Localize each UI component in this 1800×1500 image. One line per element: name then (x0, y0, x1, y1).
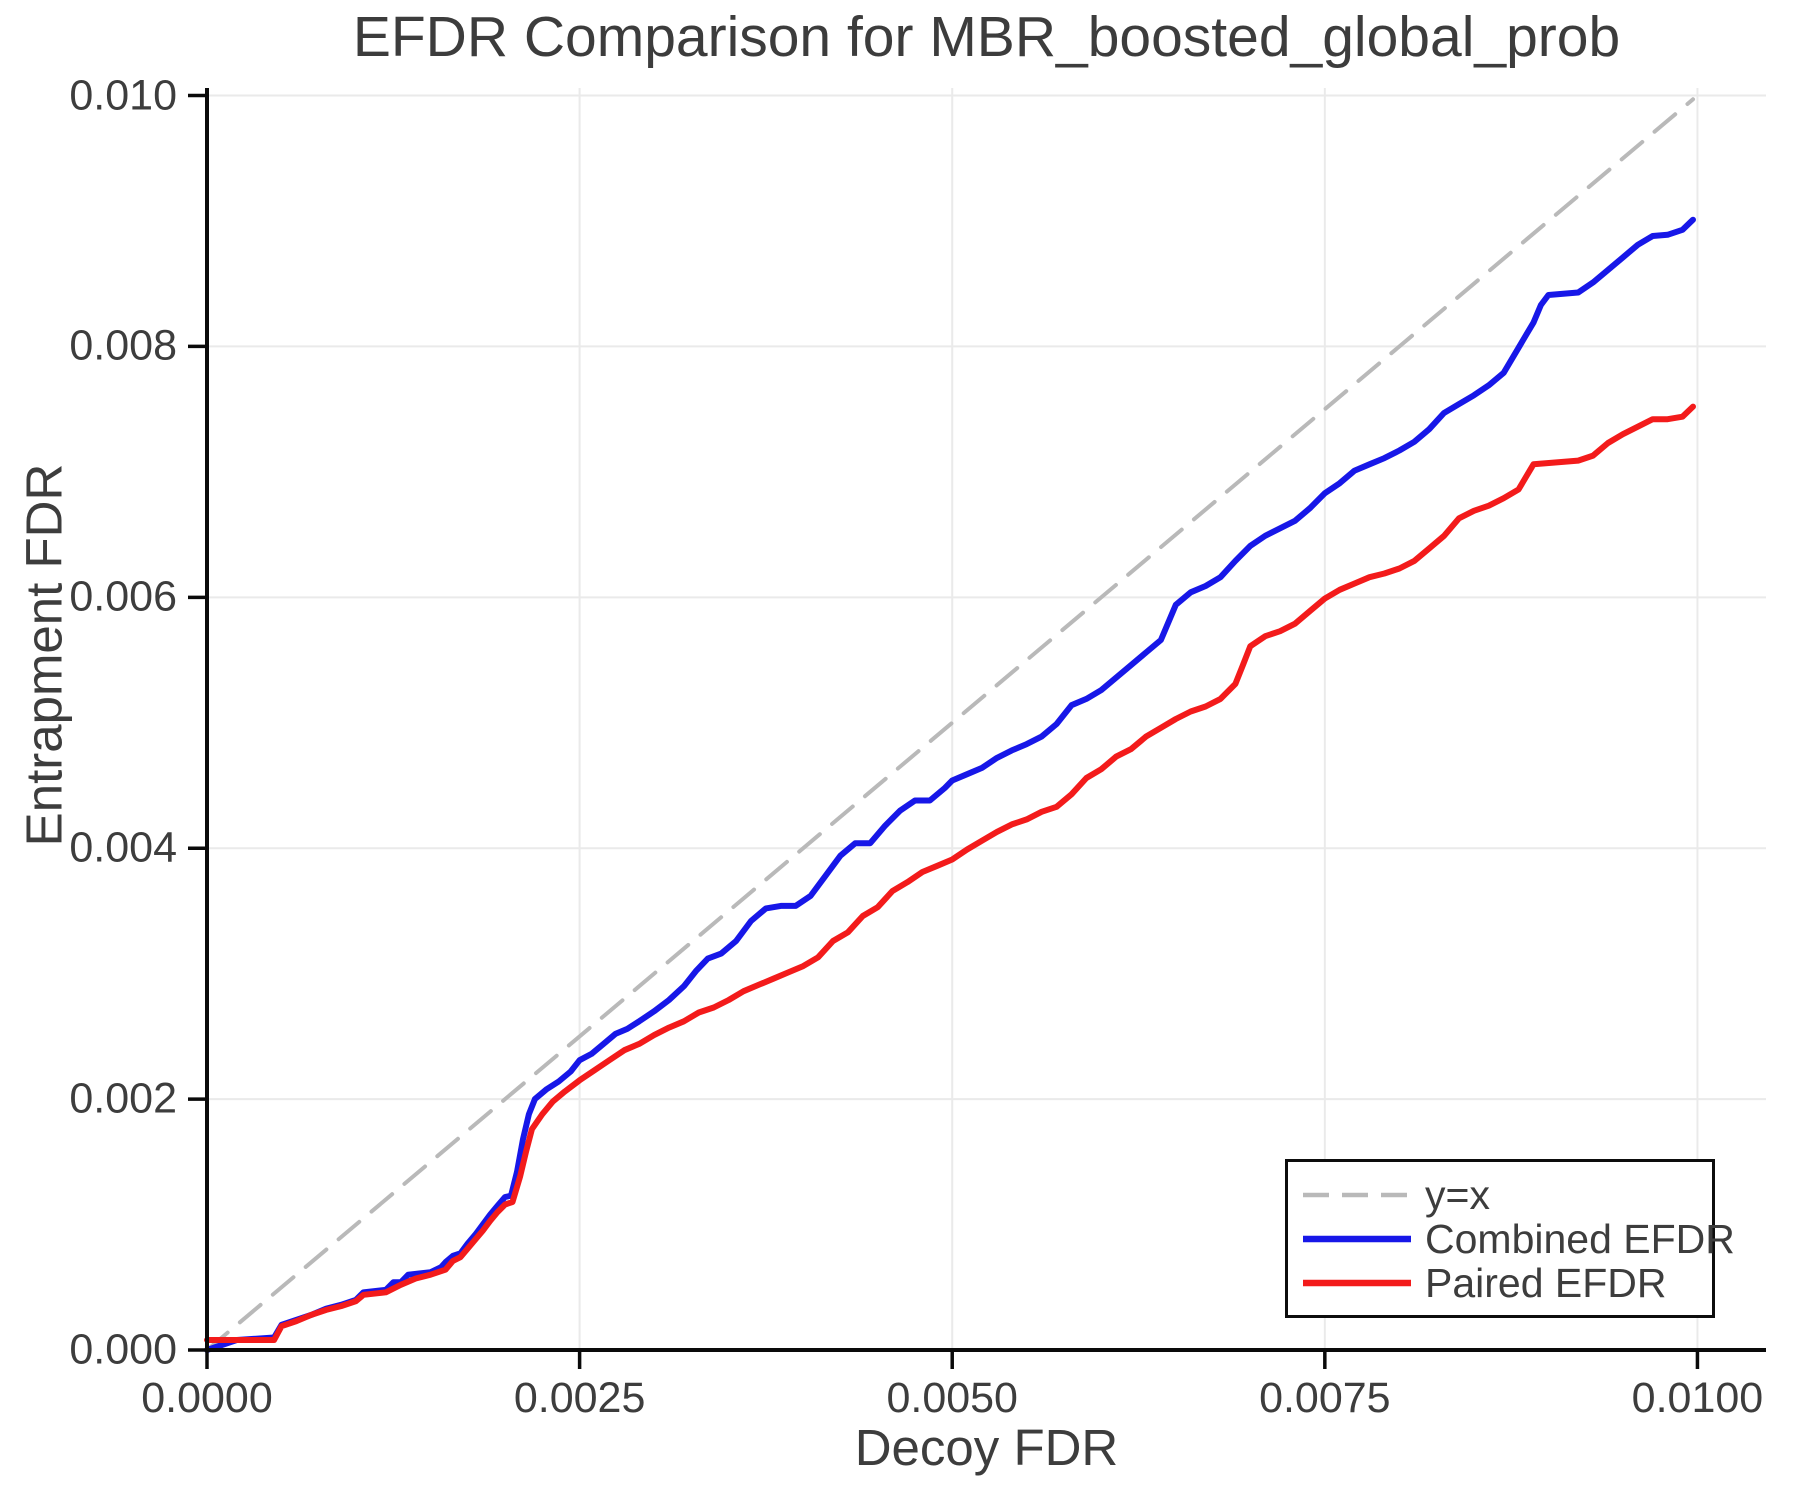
y-tick-label: 0.000 (69, 1325, 177, 1374)
legend-sample-line (1303, 1192, 1411, 1197)
legend-item-label: Paired EFDR (1425, 1259, 1667, 1306)
legend-item-label: Combined EFDR (1425, 1215, 1735, 1262)
legend-item: Combined EFDR (1303, 1218, 1735, 1259)
legend-item-label: y=x (1425, 1171, 1490, 1218)
legend-sample-line (1303, 1235, 1411, 1242)
y-tick-label: 0.008 (69, 321, 177, 370)
identity-line (205, 97, 1695, 1352)
chart-title: EFDR Comparison for MBR_boosted_global_p… (352, 5, 1621, 69)
legend-sample-line (1303, 1279, 1411, 1286)
y-tick-label: 0.002 (69, 1074, 177, 1123)
y-tick-label: 0.004 (69, 823, 177, 872)
legend: y=x Combined EFDR Paired EFDR (1285, 1159, 1735, 1318)
x-tick-label: 0.0100 (1631, 1374, 1764, 1422)
x-tick-label: 0.0050 (886, 1374, 1018, 1422)
x-tick-label: 0.0025 (513, 1374, 646, 1422)
x-tick-label: 0.0075 (1259, 1374, 1391, 1422)
y-axis-label: Entrapment FDR (15, 463, 73, 847)
paired-efdr-line (204, 403, 1696, 1343)
x-tick-label: 0.0000 (141, 1374, 273, 1422)
y-tick-label: 0.006 (69, 572, 177, 621)
legend-item: y=x (1303, 1171, 1712, 1218)
x-axis-label: Decoy FDR (854, 1419, 1119, 1476)
legend-item: Paired EFDR (1303, 1259, 1712, 1306)
y-tick-label: 0.010 (69, 71, 177, 120)
